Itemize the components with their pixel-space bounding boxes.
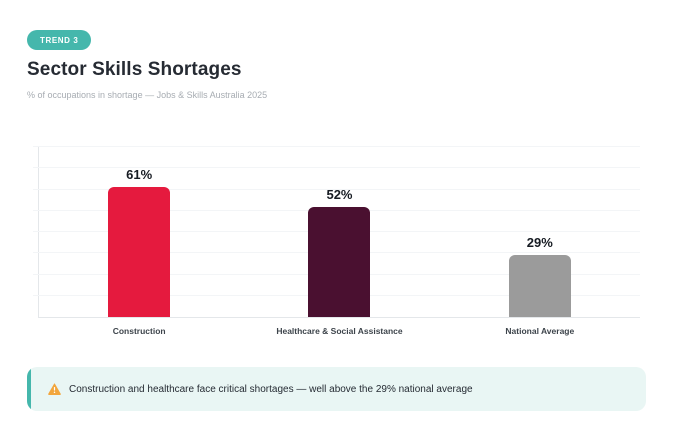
bar bbox=[508, 255, 571, 317]
gridline bbox=[33, 167, 640, 169]
callout-note: Construction and healthcare face critica… bbox=[27, 367, 646, 411]
bar-category-label: Healthcare & Social Assistance bbox=[276, 326, 403, 336]
bar-slots: 61% Construction 52% Healthcare & Social As… bbox=[39, 147, 640, 336]
trend-badge: TREND 3 bbox=[27, 30, 92, 50]
note-text: Construction and healthcare face critica… bbox=[69, 383, 473, 395]
gridline bbox=[33, 188, 640, 190]
chart-subtitle: % of occupations in shortage — Jobs & Sk… bbox=[27, 90, 268, 100]
bar bbox=[108, 187, 171, 317]
bar-slot: 29% National Average bbox=[440, 147, 640, 336]
bar-value-label: 52% bbox=[326, 186, 353, 202]
bar-value-label: 29% bbox=[526, 235, 553, 251]
bar-value-label: 61% bbox=[126, 167, 153, 183]
bar-category-label: National Average bbox=[505, 326, 575, 336]
warning-icon bbox=[48, 383, 61, 395]
bar-slot: 52% Healthcare & Social Assistance bbox=[239, 147, 439, 336]
plot-area: 61% Construction 52% Healthcare & Social As… bbox=[33, 146, 640, 336]
note-content: Construction and healthcare face critica… bbox=[27, 383, 473, 395]
page-title: Sector Skills Shortages bbox=[27, 59, 242, 80]
gridline bbox=[33, 146, 640, 147]
bar-slot: 61% Construction bbox=[39, 147, 239, 336]
bar bbox=[308, 206, 371, 317]
bar-category-label: Construction bbox=[112, 326, 166, 336]
note-accent-bar bbox=[27, 367, 31, 411]
